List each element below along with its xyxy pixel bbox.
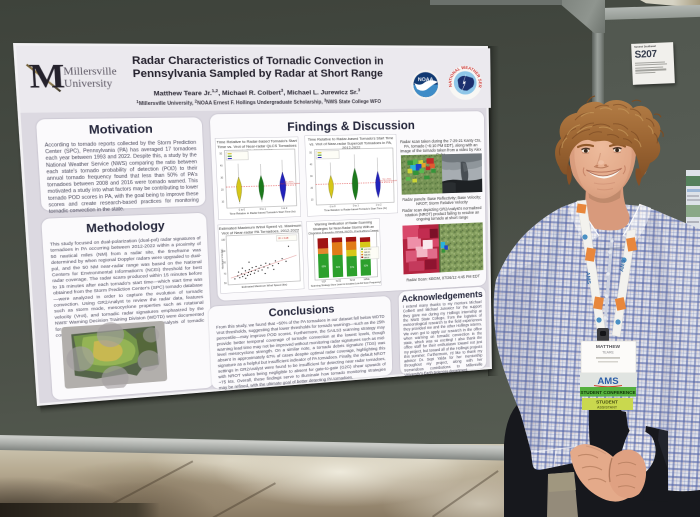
svg-text:ASSISTANT: ASSISTANT [597, 406, 618, 410]
svg-text:AMS: AMS [619, 259, 627, 272]
svg-text:30: 30 [221, 177, 224, 180]
svg-text:Vrot = 30 kts: Vrot = 30 kts [284, 181, 293, 184]
svg-text:40: 40 [310, 164, 313, 167]
svg-text:Maximum Vrot (kts): Maximum Vrot (kts) [220, 249, 225, 270]
svg-text:Time Relative to Radar-based T: Time Relative to Radar-based Tornado's S… [324, 206, 387, 212]
svg-text:WDTD QLCS Vrot Threshold: WDTD QLCS Vrot Threshold [280, 182, 300, 185]
svg-text:STUDENT CONFERENCE: STUDENT CONFERENCE [580, 390, 635, 395]
svg-text:NOAA: NOAA [418, 77, 434, 83]
svg-text:-1 to 0: -1 to 0 [329, 205, 336, 209]
svg-text:1 to 2: 1 to 2 [281, 206, 288, 210]
svg-text:50: 50 [309, 152, 312, 155]
svg-text:WDTD Supercell Threshold: WDTD Supercell Threshold [379, 180, 397, 182]
svg-text:70: 70 [224, 273, 227, 276]
svg-text:Scanning Strategy (from Least: Scanning Strategy (from Least to Greates… [311, 280, 381, 287]
svg-text:MATTHEW: MATTHEW [596, 344, 621, 350]
svg-text:AMS: AMS [584, 272, 591, 285]
svg-text:57%: 57% [350, 266, 355, 269]
svg-text:10: 10 [222, 201, 225, 204]
svg-text:Estimated Maximum Wind Speed (: Estimated Maximum Wind Speed (kts) [242, 283, 288, 289]
svg-text:SAILS1: SAILS1 [364, 251, 371, 254]
svg-text:0 to 1: 0 to 1 [260, 207, 267, 211]
svg-text:90: 90 [223, 262, 226, 265]
svg-text:130: 130 [221, 239, 225, 242]
svg-text:1 to 2: 1 to 2 [376, 203, 382, 207]
svg-text:VCP: VCP [322, 281, 327, 284]
svg-text:-1 to 0: -1 to 0 [238, 208, 246, 212]
svg-text:65%: 65% [322, 265, 327, 268]
svg-text:20: 20 [221, 189, 224, 192]
svg-text:MRLE: MRLE [364, 278, 370, 281]
svg-text:SLS3: SLS3 [350, 279, 356, 282]
svg-text:110: 110 [222, 250, 226, 253]
svg-text:61%: 61% [336, 266, 341, 269]
svg-text:Time Relative to Radar-based T: Time Relative to Radar-based Tornado's S… [229, 210, 295, 216]
svg-text:MRLE: MRLE [364, 257, 370, 259]
svg-text:50: 50 [224, 282, 227, 285]
svg-text:0 to 1: 0 to 1 [353, 204, 359, 208]
svg-text:AMS: AMS [597, 376, 618, 387]
svg-text:SLS1: SLS1 [336, 280, 342, 283]
svg-text:STUDENT: STUDENT [596, 400, 618, 405]
svg-text:VCP 212: VCP 212 [364, 249, 372, 251]
svg-text:20: 20 [311, 187, 314, 190]
svg-text:50: 50 [219, 153, 222, 156]
svg-text:62%: 62% [364, 265, 369, 268]
svg-text:10: 10 [311, 199, 314, 202]
svg-text:SAILS3: SAILS3 [364, 254, 371, 257]
svg-text:30: 30 [310, 175, 313, 178]
svg-text:TEARE: TEARE [602, 351, 614, 355]
svg-text:Vrot = 30 kts: Vrot = 30 kts [382, 178, 391, 181]
svg-text:R² = 0.28: R² = 0.28 [278, 236, 289, 240]
svg-text:40: 40 [220, 165, 223, 168]
